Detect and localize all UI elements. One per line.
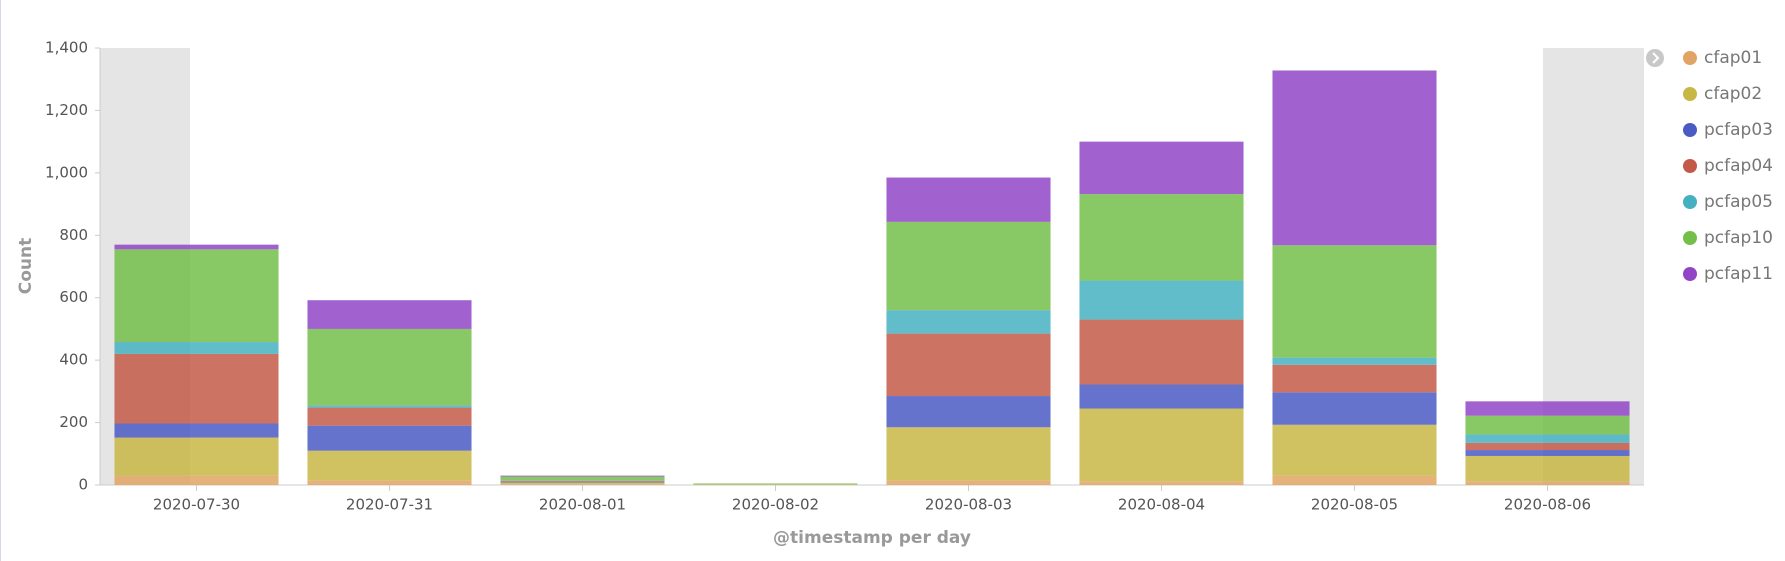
y-tick-label: 800 xyxy=(59,226,88,244)
bar-segment xyxy=(114,423,279,438)
legend-label: pcfap10 xyxy=(1704,228,1773,248)
bar-segment xyxy=(1272,364,1437,393)
bar-segment xyxy=(1272,245,1437,358)
bar-segment xyxy=(500,480,665,482)
bar-segment xyxy=(500,476,665,481)
x-tick-label: 2020-07-31 xyxy=(346,496,433,514)
bar-segment xyxy=(307,328,472,406)
x-tick-label: 2020-08-05 xyxy=(1311,496,1398,514)
bar-segment xyxy=(886,177,1051,222)
legend-swatch xyxy=(1683,87,1697,101)
x-tick-label: 2020-08-01 xyxy=(539,496,626,514)
bar-segment xyxy=(1079,280,1244,320)
y-tick-label: 1,200 xyxy=(45,101,88,119)
x-tick-label: 2020-08-04 xyxy=(1118,496,1205,514)
bar-segment xyxy=(1465,415,1630,435)
bar-segment xyxy=(114,475,279,485)
legend-label: cfap01 xyxy=(1704,48,1762,68)
y-tick-label: 400 xyxy=(59,351,88,369)
y-tick-label: 200 xyxy=(59,413,88,431)
bar-segment xyxy=(886,396,1051,428)
bar-segment xyxy=(500,481,665,483)
x-tick-label: 2020-08-03 xyxy=(925,496,1012,514)
y-tick-label: 600 xyxy=(59,288,88,306)
bar-segment xyxy=(500,480,665,481)
bar-segment xyxy=(1079,194,1244,281)
bar-segment xyxy=(1079,319,1244,385)
x-tick-label: 2020-08-02 xyxy=(732,496,819,514)
bar-segment xyxy=(1272,392,1437,425)
bar-segment xyxy=(114,353,279,424)
bar-segment xyxy=(1079,141,1244,195)
legend-toggle-icon xyxy=(1652,52,1660,64)
legend-toggle[interactable] xyxy=(1646,49,1664,67)
bar-segment xyxy=(1465,450,1630,456)
bar-segment xyxy=(500,484,665,485)
bar-segment xyxy=(886,333,1051,397)
bar-segment xyxy=(307,425,472,451)
bar-segment xyxy=(693,483,858,485)
legend-swatch xyxy=(1683,231,1697,245)
bar-segment xyxy=(1079,384,1244,409)
bar-segment xyxy=(114,342,279,354)
bar-segment xyxy=(1465,442,1630,451)
bar-segment xyxy=(307,300,472,329)
bar-segment xyxy=(1079,481,1244,485)
bar-segment xyxy=(307,407,472,426)
y-tick-label: 0 xyxy=(78,476,88,494)
bar-segment xyxy=(1465,434,1630,443)
legend-label: pcfap11 xyxy=(1704,264,1773,284)
bar-segment xyxy=(307,480,472,485)
bar-segment xyxy=(500,475,665,477)
y-axis-title: Count xyxy=(16,238,36,295)
bar-segment xyxy=(1272,475,1437,485)
legend-swatch xyxy=(1683,195,1697,209)
bar-segment xyxy=(500,482,665,485)
legend-swatch xyxy=(1683,123,1697,137)
legend-label: pcfap04 xyxy=(1704,156,1773,176)
bar-segment xyxy=(1272,424,1437,476)
y-tick-label: 1,000 xyxy=(45,163,88,181)
bar-segment xyxy=(886,480,1051,485)
bar-segment xyxy=(114,249,279,343)
bar-segment xyxy=(1272,70,1437,246)
y-tick-label: 1,400 xyxy=(45,39,88,57)
bar-segment xyxy=(886,221,1051,311)
bar-segment xyxy=(307,405,472,408)
bar-segment xyxy=(1465,481,1630,485)
legend-label: cfap02 xyxy=(1704,84,1762,104)
x-tick-label: 2020-08-06 xyxy=(1504,496,1591,514)
bar-segment xyxy=(1079,408,1244,482)
bar-segment xyxy=(114,244,279,250)
bar-segment xyxy=(886,427,1051,481)
legend-swatch xyxy=(1683,51,1697,65)
bar-segment xyxy=(1272,357,1437,365)
bar-segment xyxy=(1465,401,1630,416)
x-tick-label: 2020-07-30 xyxy=(153,496,240,514)
legend-label: pcfap03 xyxy=(1704,120,1773,140)
bar-segment xyxy=(307,450,472,481)
legend-swatch xyxy=(1683,159,1697,173)
legend-label: pcfap05 xyxy=(1704,192,1773,212)
bar-segment xyxy=(1465,455,1630,482)
bar-segment xyxy=(886,310,1051,334)
bar-segment xyxy=(114,437,279,476)
legend-swatch xyxy=(1683,267,1697,281)
x-axis-title: @timestamp per day xyxy=(773,528,971,548)
